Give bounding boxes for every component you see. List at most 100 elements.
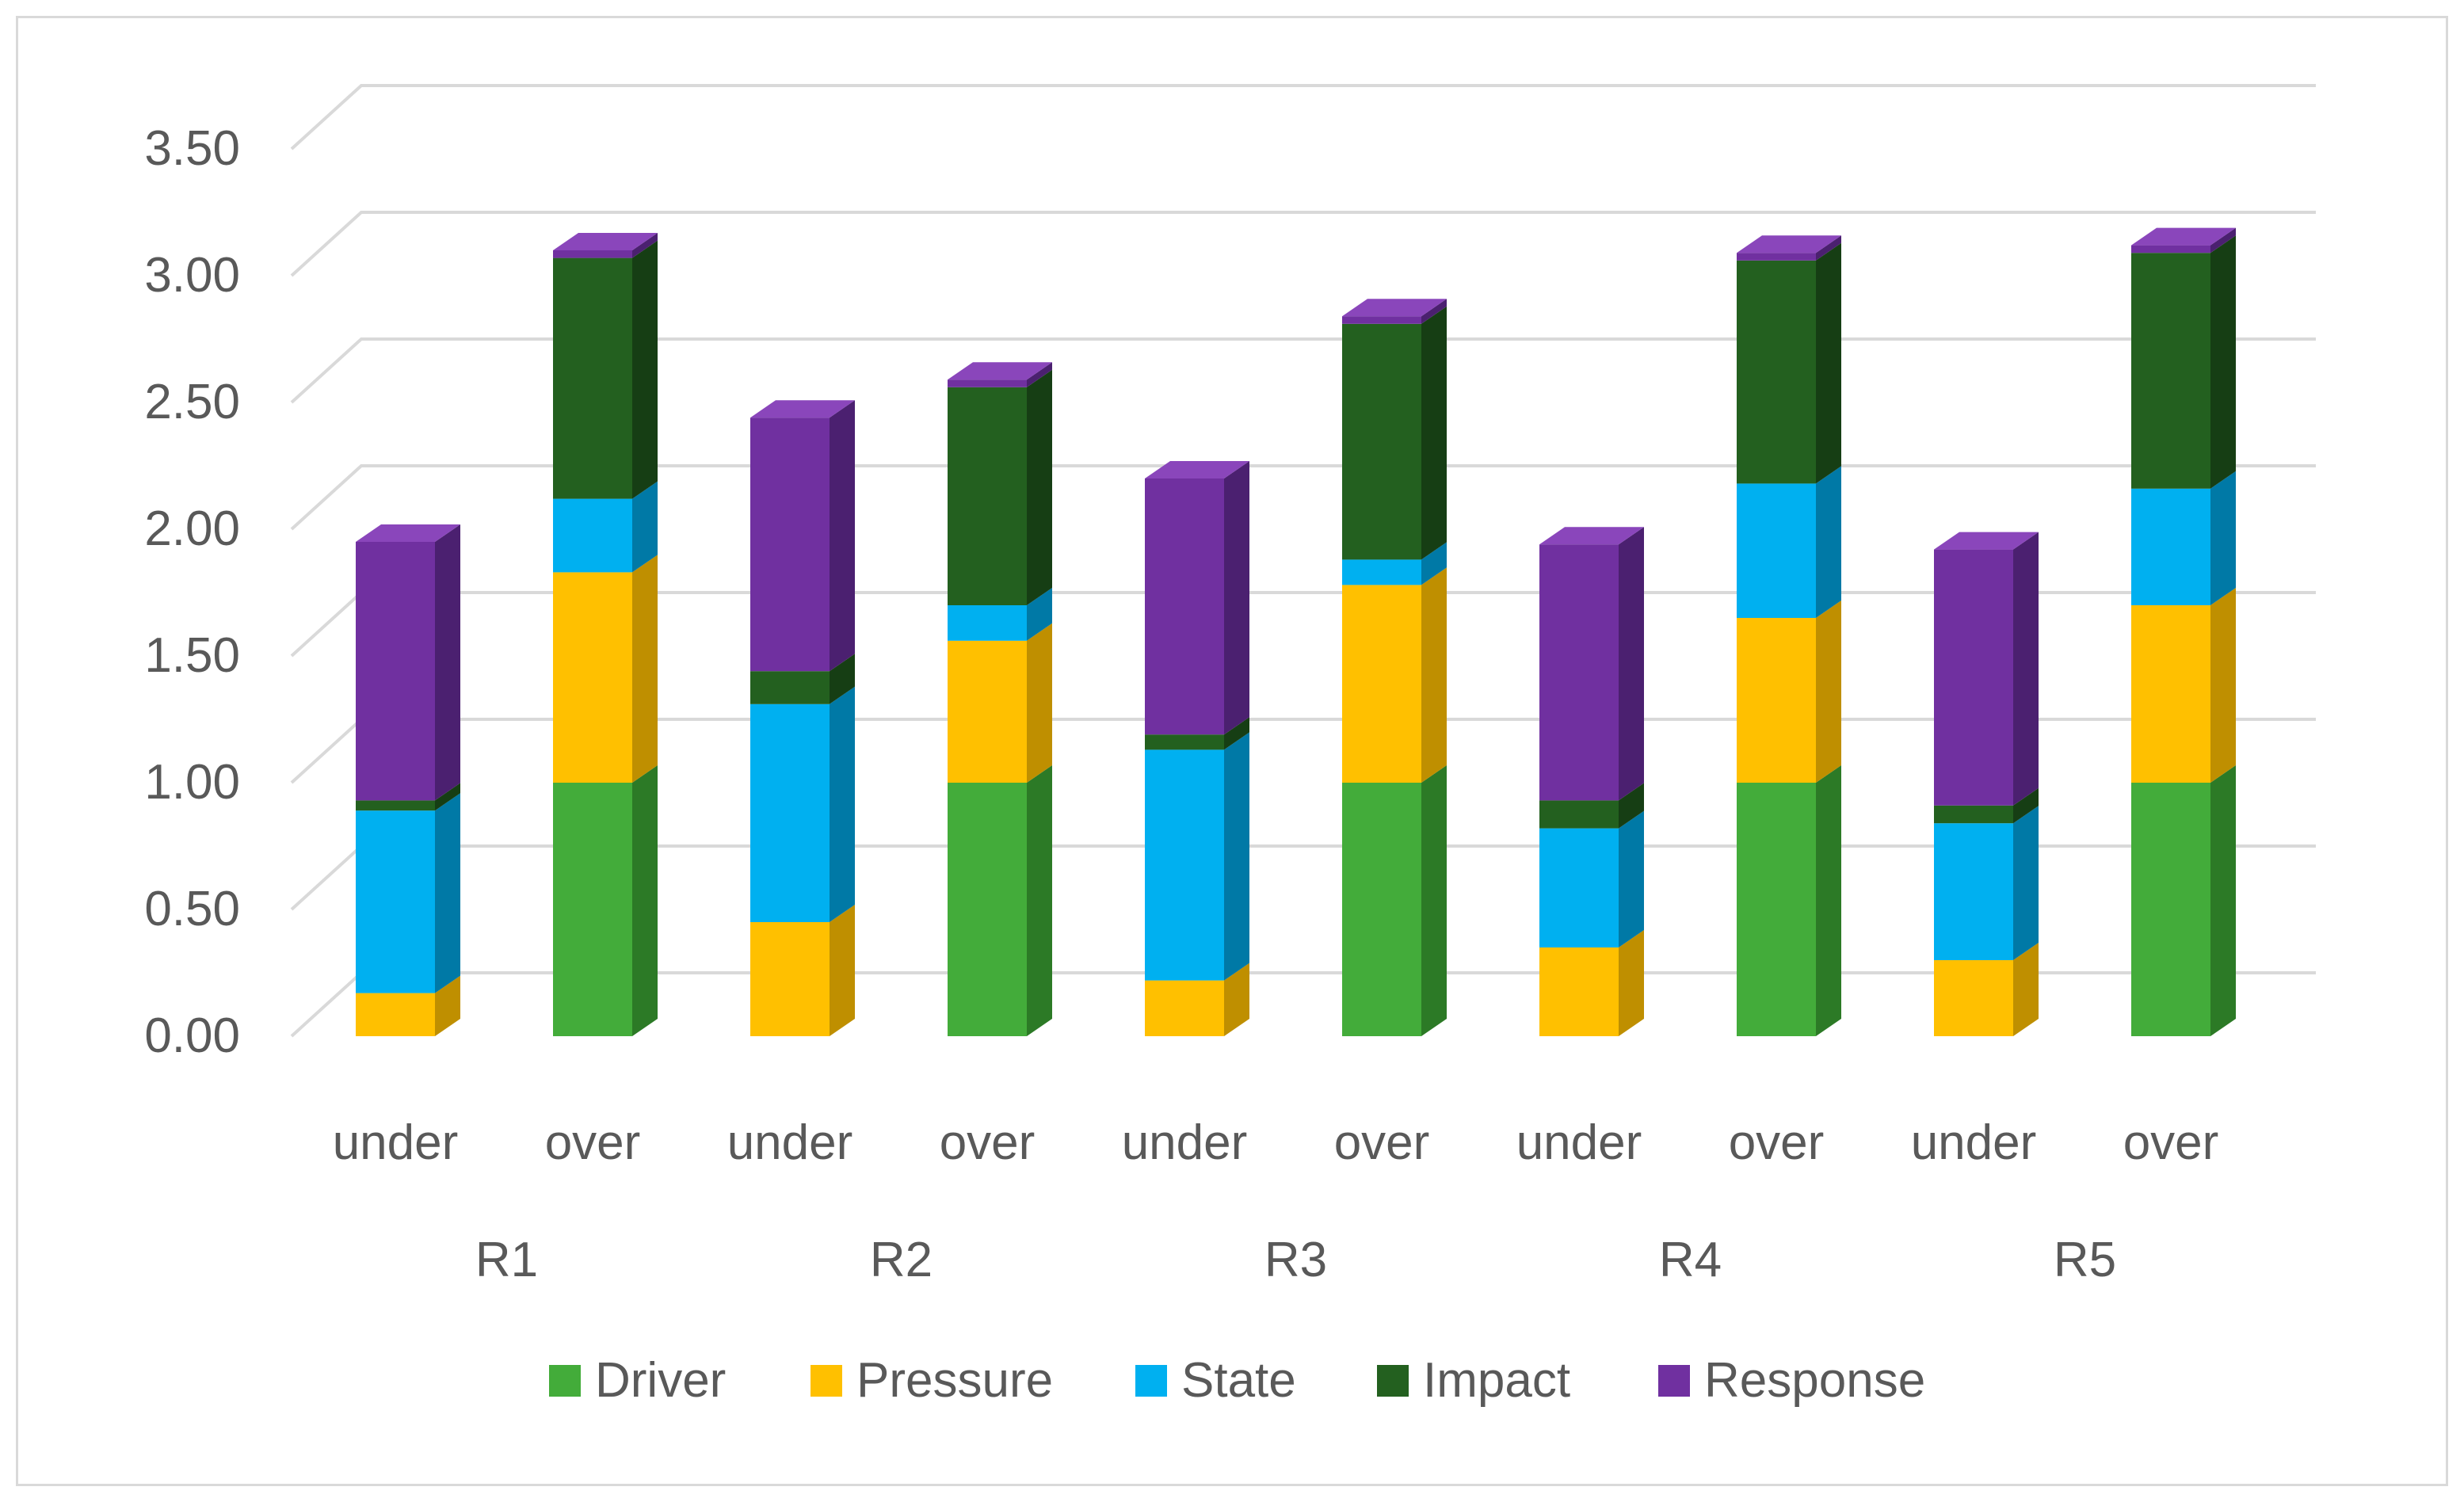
bar-segment-impact — [1934, 805, 2013, 824]
x-category-label: under — [727, 1115, 853, 1170]
bar-side-state — [1027, 588, 1052, 641]
x-axis-groups: R1 R2 R3 R4 R5 — [475, 1233, 2116, 1287]
x-axis-categories: under over under over under over under over unde… — [333, 1115, 2219, 1170]
bar-side-state — [830, 686, 855, 922]
bar-segment-state — [2131, 488, 2210, 605]
bar-segment-driver — [1737, 783, 1816, 1036]
gridline — [290, 464, 2316, 531]
bar-segment-state — [1737, 483, 1816, 618]
x-category-label: over — [545, 1115, 641, 1170]
bar-side-impact — [1421, 306, 1447, 560]
legend-label-driver: Driver — [595, 1353, 726, 1408]
x-group-label: R1 — [475, 1233, 538, 1287]
bar-top-response — [356, 524, 460, 542]
bar-side-state — [1619, 810, 1644, 947]
bar-segment-state — [1145, 749, 1224, 981]
bar-segment-pressure — [750, 922, 830, 1036]
x-group-label: R3 — [1264, 1233, 1327, 1287]
x-category-label: under — [1122, 1115, 1248, 1170]
bar-top-response — [1539, 527, 1644, 545]
bar-segment-state — [1342, 559, 1421, 585]
bar-segment-state — [948, 605, 1027, 641]
gridline — [290, 337, 2316, 404]
bar-side-impact — [1816, 242, 1841, 484]
bar-side-response — [435, 524, 460, 801]
bar-side-pressure — [1224, 963, 1249, 1036]
bar-side-pressure — [2013, 943, 2039, 1036]
bar-segment-state — [750, 703, 830, 922]
bar-side-state — [1816, 466, 1841, 618]
bar-segment-pressure — [948, 640, 1027, 783]
bar-top-response — [1934, 532, 2039, 550]
bar-side-response — [1027, 362, 1052, 387]
bar-segment-impact — [356, 800, 435, 811]
legend-swatch-driver — [549, 1365, 581, 1397]
legend: Driver Pressure State Impact Response — [549, 1353, 1925, 1408]
gridline — [290, 84, 2316, 151]
bar-segment-pressure — [1342, 585, 1421, 783]
stacked-bar-chart: 0.00 0.50 1.00 1.50 2.00 2.50 3.00 3.50 under ov… — [144, 84, 2316, 1408]
bar-side-response — [2013, 532, 2039, 806]
bar-segment-response — [1737, 253, 1816, 261]
y-tick-label: 3.50 — [144, 121, 240, 176]
bar-side-impact — [1619, 783, 1644, 829]
x-category-label: over — [940, 1115, 1036, 1170]
bar-side-pressure — [1421, 567, 1447, 783]
legend-swatch-pressure — [811, 1365, 842, 1397]
bar-side-state — [2013, 806, 2039, 960]
bar-segment-response — [948, 379, 1027, 387]
x-category-label: over — [1729, 1115, 1825, 1170]
bar-segment-driver — [2131, 783, 2210, 1036]
bar-segment-impact — [2131, 253, 2210, 489]
x-category-label: under — [333, 1115, 459, 1170]
bar-side-driver — [1421, 765, 1447, 1036]
bar-side-driver — [1027, 765, 1052, 1036]
bar-side-pressure — [1027, 623, 1052, 783]
legend-label-response: Response — [1704, 1353, 1925, 1408]
bar-side-pressure — [435, 975, 460, 1036]
bar-side-pressure — [1816, 600, 1841, 783]
bar-side-response — [632, 233, 658, 258]
bar-segment-response — [1145, 478, 1224, 735]
bar-segment-impact — [1539, 800, 1619, 829]
bar-side-impact — [435, 783, 460, 811]
legend-label-pressure: Pressure — [856, 1353, 1053, 1408]
y-tick-label: 0.00 — [144, 1008, 240, 1063]
bar-segment-response — [356, 542, 435, 801]
x-group-label: R4 — [1659, 1233, 1722, 1287]
legend-swatch-response — [1658, 1365, 1690, 1397]
bar-side-response — [1421, 299, 1447, 324]
bar-side-pressure — [1619, 930, 1644, 1036]
bar-top-response — [2131, 227, 2236, 246]
bar-side-driver — [632, 765, 658, 1036]
bar-top-response — [1737, 235, 1841, 254]
x-group-label: R5 — [2054, 1233, 2116, 1287]
x-category-label: under — [1911, 1115, 2037, 1170]
y-tick-label: 2.00 — [144, 501, 240, 556]
bar-side-impact — [1224, 717, 1249, 750]
bar-segment-response — [553, 250, 632, 258]
bar-top-response — [553, 233, 658, 250]
bar-segment-impact — [553, 257, 632, 499]
gridline — [290, 211, 2316, 277]
bar-side-response — [1816, 235, 1841, 261]
bar-top-response — [1342, 299, 1447, 317]
bar-segment-pressure — [356, 993, 435, 1036]
y-axis-ticks: 0.00 0.50 1.00 1.50 2.00 2.50 3.00 3.50 — [144, 121, 240, 1063]
bar-segment-pressure — [1145, 980, 1224, 1036]
bar-side-state — [1224, 732, 1249, 981]
bar-side-pressure — [2210, 588, 2236, 783]
bar-segment-pressure — [2131, 605, 2210, 783]
legend-swatch-state — [1135, 1365, 1167, 1397]
legend-label-state: State — [1181, 1353, 1296, 1408]
bar-top-response — [948, 362, 1052, 380]
bar-side-response — [830, 400, 855, 672]
bar-side-driver — [1816, 765, 1841, 1036]
bar-top-response — [1145, 461, 1249, 478]
bar-side-impact — [632, 240, 658, 499]
bar-segment-impact — [948, 387, 1027, 605]
bar-side-response — [2210, 227, 2236, 254]
x-group-label: R2 — [870, 1233, 933, 1287]
bar-segment-state — [553, 498, 632, 573]
bar-segment-response — [750, 417, 830, 672]
